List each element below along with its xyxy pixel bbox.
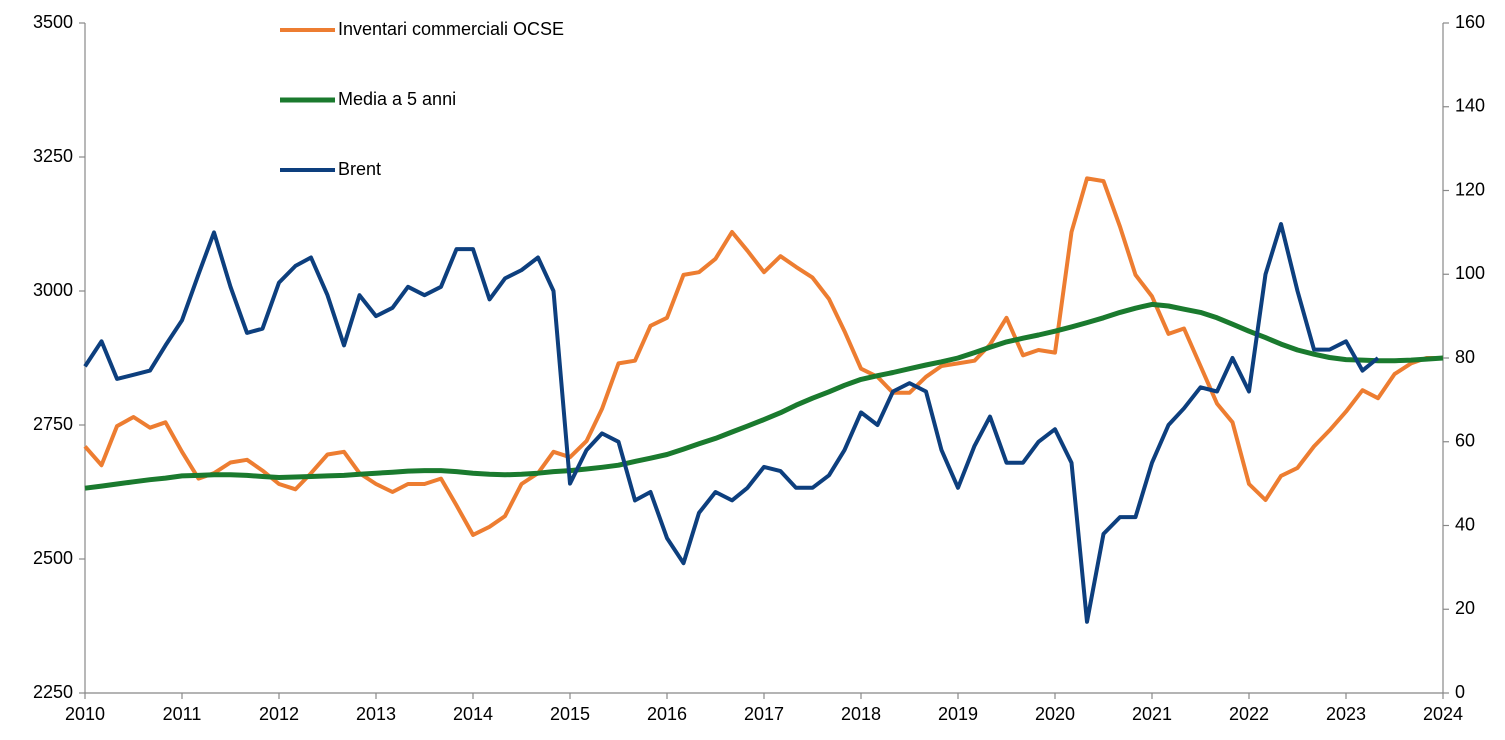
legend-label: Inventari commerciali OCSE xyxy=(338,19,564,39)
series-line xyxy=(83,176,1443,537)
y2-tick-label: 160 xyxy=(1455,12,1485,32)
y2-tick-label: 40 xyxy=(1455,514,1475,534)
y2-tick-label: 60 xyxy=(1455,431,1475,451)
y-tick-label: 3000 xyxy=(33,280,73,300)
y-tick-label: 2500 xyxy=(33,548,73,568)
x-tick-label: 2010 xyxy=(65,704,105,724)
y2-tick-label: 80 xyxy=(1455,347,1475,367)
legend-label: Brent xyxy=(338,159,381,179)
x-tick-label: 2020 xyxy=(1035,704,1075,724)
x-tick-label: 2021 xyxy=(1132,704,1172,724)
x-tick-label: 2011 xyxy=(163,704,202,724)
y2-tick-label: 140 xyxy=(1455,96,1485,116)
y-tick-label: 2750 xyxy=(33,414,73,434)
x-tick-label: 2017 xyxy=(744,704,784,724)
legend-label: Media a 5 anni xyxy=(338,89,456,109)
y2-tick-label: 120 xyxy=(1455,179,1485,199)
x-tick-label: 2014 xyxy=(453,704,493,724)
x-tick-label: 2012 xyxy=(259,704,299,724)
y2-tick-label: 20 xyxy=(1455,598,1475,618)
y-tick-label: 3500 xyxy=(33,12,73,32)
x-tick-label: 2016 xyxy=(647,704,687,724)
series-line xyxy=(83,222,1380,624)
y-tick-label: 3250 xyxy=(33,146,73,166)
x-tick-label: 2019 xyxy=(938,704,978,724)
x-tick-label: 2013 xyxy=(356,704,396,724)
x-tick-label: 2024 xyxy=(1423,704,1463,724)
series-line xyxy=(84,301,1444,491)
x-tick-label: 2018 xyxy=(841,704,881,724)
x-tick-label: 2022 xyxy=(1229,704,1269,724)
y2-tick-label: 100 xyxy=(1455,263,1485,283)
y2-tick-label: 0 xyxy=(1455,682,1465,702)
x-tick-label: 2015 xyxy=(550,704,590,724)
x-tick-label: 2023 xyxy=(1326,704,1366,724)
y-tick-label: 2250 xyxy=(33,682,73,702)
